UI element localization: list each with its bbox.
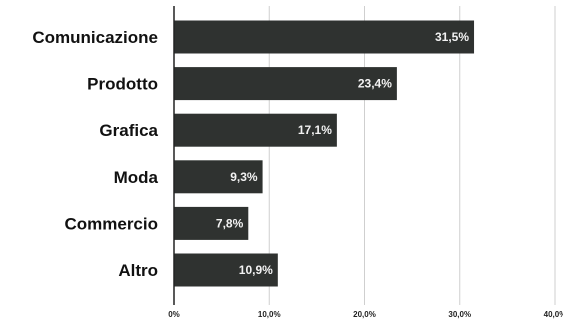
category-label: Comunicazione (32, 28, 158, 47)
bar-value-label: 17,1% (298, 123, 332, 137)
bar-value-label: 9,3% (230, 170, 258, 184)
category-label: Commercio (64, 214, 158, 233)
bar (174, 20, 475, 54)
bar-layer: 31,5% 23,4% 17,1% 9,3% 7,8% 10,9% (174, 20, 475, 287)
bar-value-label: 31,5% (435, 30, 469, 44)
x-tick-label: 20,0% (353, 310, 376, 319)
bar (174, 253, 278, 287)
bar-value-label: 10,9% (239, 263, 273, 277)
category-label: Moda (114, 168, 159, 187)
bar (174, 206, 249, 240)
x-tick-label: 30,0% (448, 310, 471, 319)
bar (174, 160, 263, 194)
category-label: Grafica (99, 121, 158, 140)
bar-value-label: 7,8% (216, 216, 244, 230)
x-tick-label: 0% (168, 310, 180, 319)
x-tick-label: 10,0% (258, 310, 281, 319)
bar (174, 113, 337, 147)
x-tick-labels: 0% 10,0% 20,0% 30,0% 40,0% (168, 310, 563, 319)
bar-value-label: 23,4% (358, 77, 392, 91)
category-label: Altro (118, 261, 158, 280)
x-tick-label: 40,0% (544, 310, 563, 319)
bar (174, 67, 397, 101)
category-label: Prodotto (87, 75, 158, 94)
category-labels: Comunicazione Prodotto Grafica Moda Commerci… (32, 28, 158, 280)
